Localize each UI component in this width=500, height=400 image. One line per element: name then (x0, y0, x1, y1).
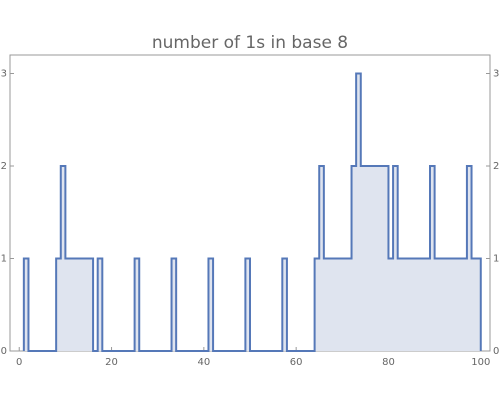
x-tick-label: 0 (16, 357, 22, 368)
y-tick-label-right: 2 (493, 161, 499, 172)
y-tick-label: 2 (1, 161, 7, 172)
y-tick-label-right: 0 (493, 346, 499, 357)
step-line (22, 72, 482, 352)
x-tick-label: 40 (197, 357, 210, 368)
chart-title: number of 1s in base 8 (152, 33, 348, 53)
y-tick-label: 1 (1, 254, 7, 265)
x-tick-label: 60 (290, 357, 303, 368)
y-tick-label: 0 (1, 346, 7, 357)
area (23, 73, 481, 351)
y-tick-label-right: 1 (493, 254, 499, 265)
y-tick-label-right: 3 (493, 69, 499, 80)
x-tick-label: 20 (105, 357, 118, 368)
x-tick-label: 80 (382, 357, 395, 368)
y-tick-label: 3 (1, 69, 7, 80)
x-tick-label: 100 (471, 357, 490, 368)
